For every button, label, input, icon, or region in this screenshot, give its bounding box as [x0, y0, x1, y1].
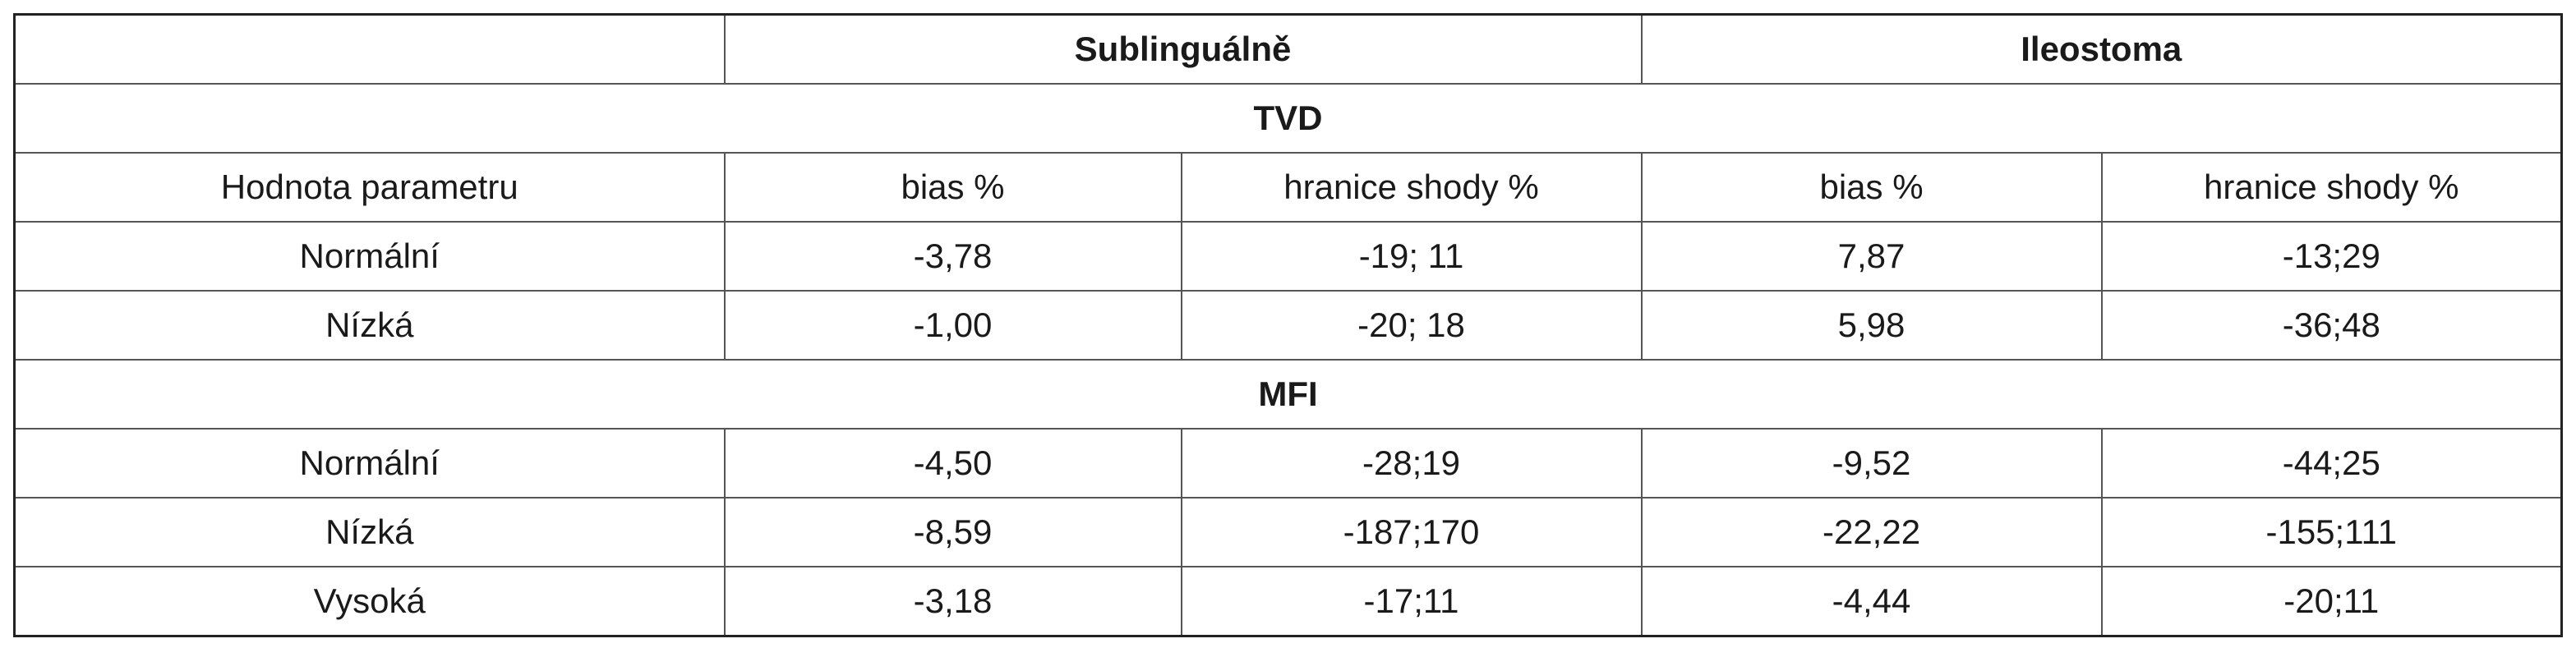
data-cell: 5,98 — [1640, 290, 2103, 361]
row-label: Nízká — [13, 290, 726, 361]
data-cell: -17;11 — [1180, 566, 1643, 637]
data-cell: -4,50 — [723, 428, 1182, 498]
data-cell: -19; 11 — [1180, 221, 1643, 292]
row-label: Normální — [13, 428, 726, 498]
row-label: Nízká — [13, 497, 726, 567]
table-row: Sublinguálně Ileostoma — [13, 13, 2563, 85]
column-header: bias % — [1640, 152, 2103, 223]
data-cell: -187;170 — [1180, 497, 1643, 567]
data-cell: -13;29 — [2100, 221, 2563, 292]
table-row: Normální -4,50 -28;19 -9,52 -44;25 — [13, 428, 2563, 498]
row-label: Vysoká — [13, 566, 726, 637]
table-row: Normální -3,78 -19; 11 7,87 -13;29 — [13, 221, 2563, 292]
data-cell: -3,78 — [723, 221, 1182, 292]
data-cell: -4,44 — [1640, 566, 2103, 637]
row-label: Normální — [13, 221, 726, 292]
data-cell: 7,87 — [1640, 221, 2103, 292]
section-title: MFI — [13, 359, 2563, 430]
data-cell: -28;19 — [1180, 428, 1643, 498]
data-cell: -155;111 — [2100, 497, 2563, 567]
data-cell: -44;25 — [2100, 428, 2563, 498]
column-header: bias % — [723, 152, 1182, 223]
group-header: Sublinguálně — [723, 13, 1643, 85]
table-row: TVD — [13, 83, 2563, 154]
group-header: Ileostoma — [1640, 13, 2563, 85]
data-table: Sublinguálně Ileostoma TVD Hodnota parametr… — [13, 13, 2564, 637]
data-cell: -22,22 — [1640, 497, 2103, 567]
table-row: Hodnota parametru bias % hranice shody % bi… — [13, 152, 2563, 223]
data-cell: -9,52 — [1640, 428, 2103, 498]
empty-cell — [13, 13, 726, 85]
column-header: hranice shody % — [1180, 152, 1643, 223]
column-header: hranice shody % — [2100, 152, 2563, 223]
section-title: TVD — [13, 83, 2563, 154]
data-cell: -20;11 — [2100, 566, 2563, 637]
data-cell: -20; 18 — [1180, 290, 1643, 361]
data-cell: -36;48 — [2100, 290, 2563, 361]
table-row: Nízká -8,59 -187;170 -22,22 -155;111 — [13, 497, 2563, 567]
data-cell: -3,18 — [723, 566, 1182, 637]
data-cell: -1,00 — [723, 290, 1182, 361]
table-row: Vysoká -3,18 -17;11 -4,44 -20;11 — [13, 566, 2563, 637]
table-row: MFI — [13, 359, 2563, 430]
data-cell: -8,59 — [723, 497, 1182, 567]
table-row: Nízká -1,00 -20; 18 5,98 -36;48 — [13, 290, 2563, 361]
column-header: Hodnota parametru — [13, 152, 726, 223]
